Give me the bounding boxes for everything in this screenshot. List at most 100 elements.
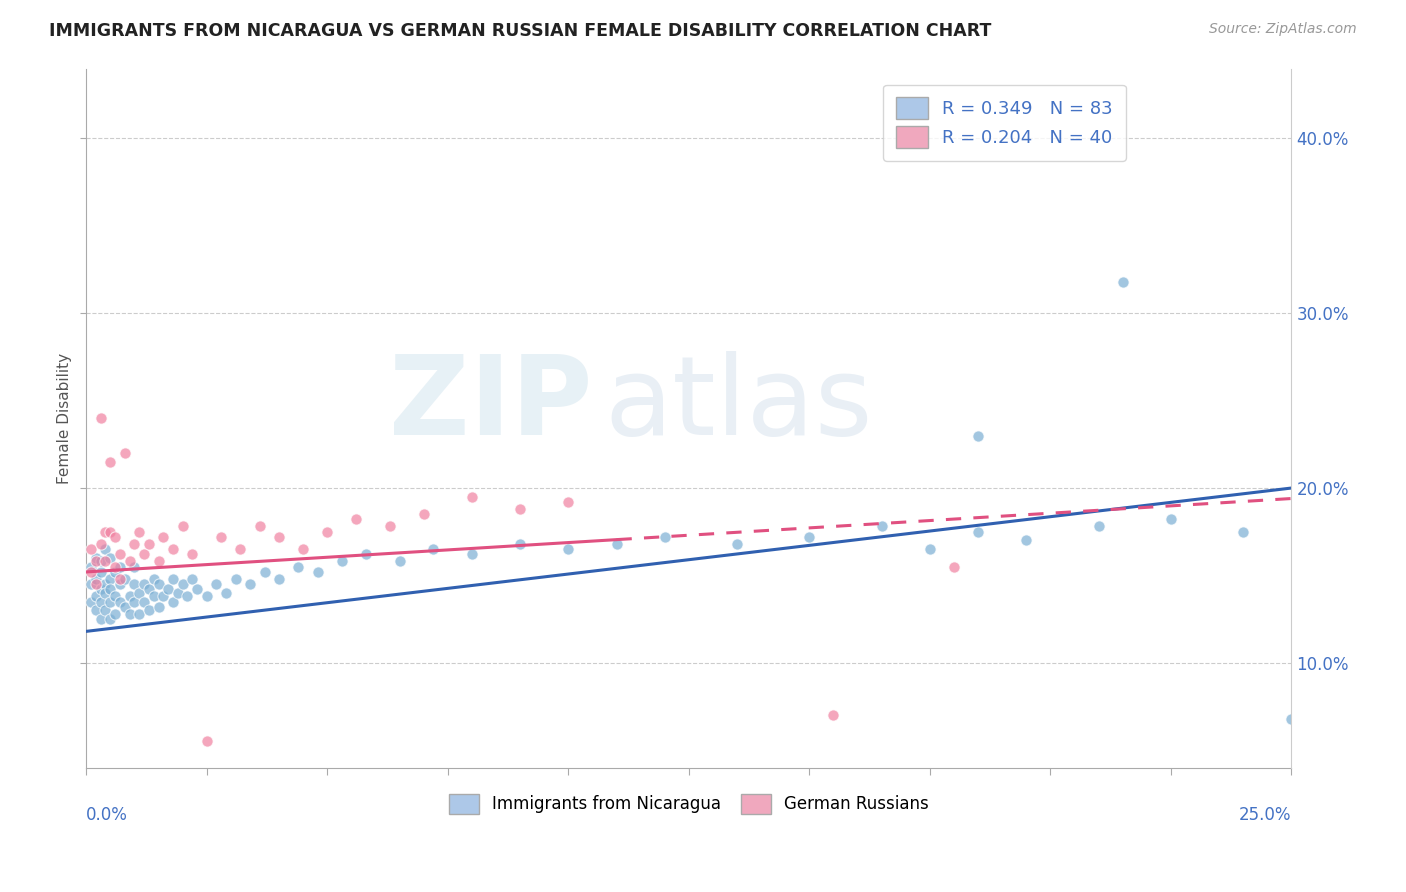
Point xyxy=(94,586,117,600)
Point xyxy=(918,542,941,557)
Point xyxy=(94,524,117,539)
Point xyxy=(98,524,121,539)
Point xyxy=(132,577,155,591)
Point xyxy=(90,565,112,579)
Point xyxy=(84,554,107,568)
Point xyxy=(118,590,141,604)
Point xyxy=(1087,519,1109,533)
Point xyxy=(267,530,290,544)
Point xyxy=(225,572,247,586)
Point xyxy=(114,446,136,460)
Point xyxy=(104,530,127,544)
Text: 0.0%: 0.0% xyxy=(86,806,128,824)
Point xyxy=(162,594,184,608)
Point xyxy=(94,577,117,591)
Point xyxy=(138,537,160,551)
Point xyxy=(943,559,966,574)
Point xyxy=(209,530,232,544)
Point xyxy=(142,572,165,586)
Point xyxy=(330,554,353,568)
Point xyxy=(1160,512,1182,526)
Point xyxy=(98,572,121,586)
Point xyxy=(124,559,146,574)
Point xyxy=(94,554,117,568)
Point xyxy=(870,519,893,533)
Point xyxy=(80,577,103,591)
Point xyxy=(108,572,131,586)
Point xyxy=(148,554,170,568)
Point xyxy=(422,542,444,557)
Point xyxy=(509,502,531,516)
Point xyxy=(84,577,107,591)
Point xyxy=(108,594,131,608)
Point xyxy=(152,590,174,604)
Point xyxy=(967,524,990,539)
Point xyxy=(90,612,112,626)
Text: atlas: atlas xyxy=(605,351,873,458)
Point xyxy=(98,582,121,597)
Point xyxy=(292,542,315,557)
Point xyxy=(104,565,127,579)
Point xyxy=(354,548,377,562)
Point xyxy=(94,603,117,617)
Point xyxy=(80,542,103,557)
Point xyxy=(195,734,218,748)
Point xyxy=(114,599,136,614)
Text: 25.0%: 25.0% xyxy=(1239,806,1292,824)
Point xyxy=(1232,524,1254,539)
Point xyxy=(461,548,484,562)
Point xyxy=(162,542,184,557)
Point xyxy=(307,565,329,579)
Point xyxy=(128,586,150,600)
Point xyxy=(215,586,238,600)
Point xyxy=(388,554,411,568)
Point xyxy=(104,559,127,574)
Point xyxy=(162,572,184,586)
Point xyxy=(90,554,112,568)
Point xyxy=(108,548,131,562)
Point xyxy=(253,565,276,579)
Point xyxy=(98,594,121,608)
Point xyxy=(84,590,107,604)
Point xyxy=(172,519,194,533)
Point xyxy=(118,554,141,568)
Point xyxy=(378,519,401,533)
Point xyxy=(94,542,117,557)
Point xyxy=(128,524,150,539)
Point xyxy=(181,548,204,562)
Point xyxy=(104,590,127,604)
Point xyxy=(249,519,271,533)
Point xyxy=(132,548,155,562)
Point xyxy=(80,594,103,608)
Point xyxy=(461,490,484,504)
Point xyxy=(98,612,121,626)
Point xyxy=(344,512,367,526)
Point xyxy=(124,594,146,608)
Point xyxy=(967,428,990,442)
Point xyxy=(412,508,434,522)
Point xyxy=(823,708,845,723)
Text: ZIP: ZIP xyxy=(389,351,592,458)
Point xyxy=(799,530,821,544)
Point xyxy=(84,551,107,566)
Point xyxy=(1015,533,1038,548)
Point xyxy=(186,582,208,597)
Point xyxy=(157,582,180,597)
Point xyxy=(80,559,103,574)
Point xyxy=(90,537,112,551)
Legend: Immigrants from Nicaragua, German Russians: Immigrants from Nicaragua, German Russia… xyxy=(440,785,938,822)
Point xyxy=(114,572,136,586)
Point xyxy=(239,577,262,591)
Point xyxy=(152,530,174,544)
Point xyxy=(166,586,188,600)
Point xyxy=(509,537,531,551)
Point xyxy=(124,537,146,551)
Point xyxy=(267,572,290,586)
Point xyxy=(605,537,627,551)
Point xyxy=(138,603,160,617)
Point xyxy=(132,594,155,608)
Y-axis label: Female Disability: Female Disability xyxy=(58,352,72,483)
Point xyxy=(90,594,112,608)
Point xyxy=(148,577,170,591)
Point xyxy=(176,590,198,604)
